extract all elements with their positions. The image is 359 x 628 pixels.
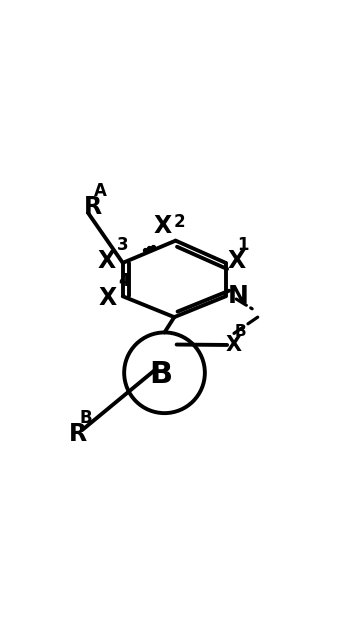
Text: B: B — [79, 409, 92, 427]
Text: R: R — [84, 195, 102, 219]
Text: R: R — [69, 422, 87, 446]
Text: X: X — [98, 249, 116, 274]
Text: X: X — [98, 286, 117, 310]
Text: B: B — [235, 324, 247, 339]
Text: 4: 4 — [118, 273, 130, 290]
Text: A: A — [94, 182, 107, 200]
Text: N: N — [228, 284, 249, 308]
Text: B: B — [149, 360, 172, 389]
Text: 1: 1 — [238, 236, 249, 254]
Text: 2: 2 — [174, 213, 185, 231]
Text: 3: 3 — [117, 236, 129, 254]
Text: X: X — [153, 214, 172, 238]
Text: X: X — [225, 335, 241, 355]
Text: X: X — [227, 249, 245, 274]
